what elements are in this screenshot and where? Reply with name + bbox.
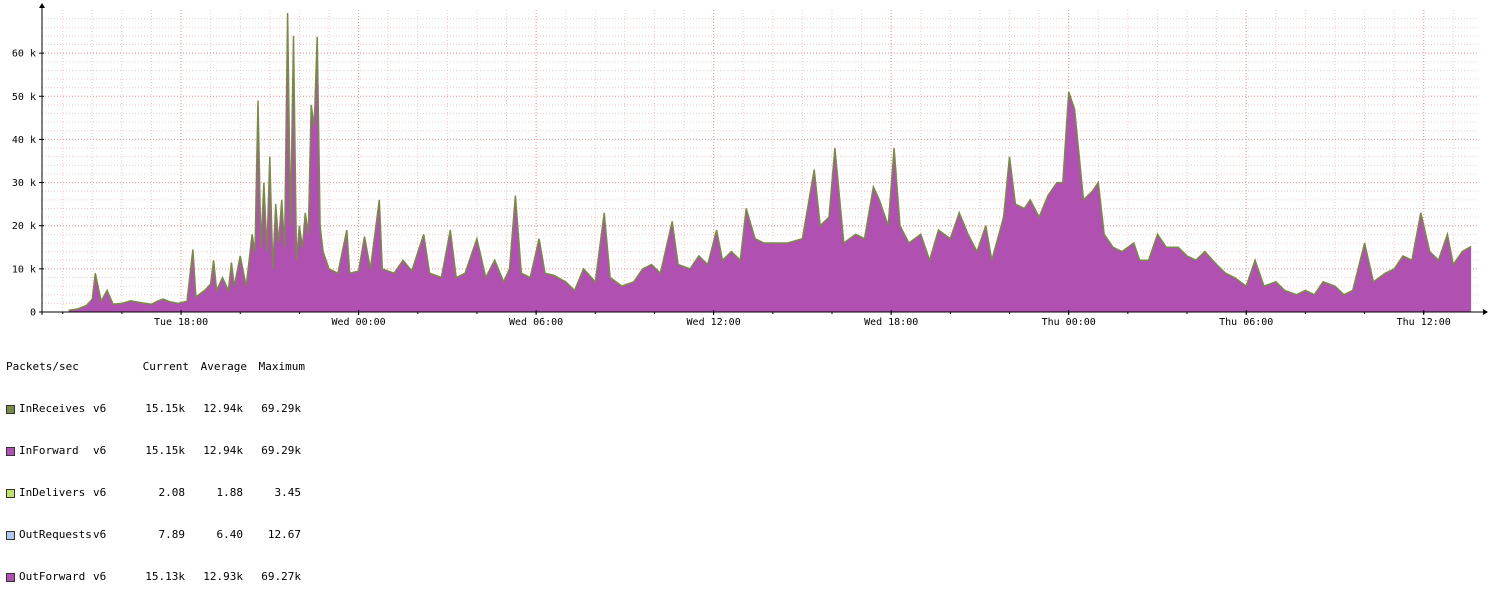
series-area-outforward xyxy=(68,13,1472,312)
legend-row-outrequests: OutRequests v6 7.89 6.40 12.67 xyxy=(6,528,305,542)
legend-header: Packets/sec Current Average Maximum xyxy=(6,360,305,374)
legend-series-name: OutForward xyxy=(19,570,86,583)
x-tick-label: Wed 12:00 xyxy=(687,317,741,328)
x-axis-arrow xyxy=(1483,309,1488,315)
legend-protocol: v6 xyxy=(93,528,107,541)
x-tick-label: Thu 00:00 xyxy=(1042,317,1096,328)
legend-row-outforward: OutForward v6 15.13k 12.93k 69.27k xyxy=(6,570,305,584)
y-tick-label: 60 k xyxy=(12,49,36,60)
legend-current: 2.08 xyxy=(158,486,186,499)
legend-average: 12.94k xyxy=(203,444,243,457)
packets-chart: Tue 18:00 Wed 00:00 Wed 06:00 Wed 12:00 Wed … xyxy=(12,3,1488,328)
legend-maximum: 3.45 xyxy=(274,486,302,499)
x-tick-label: Thu 06:00 xyxy=(1219,317,1273,328)
legend-maximum: 12.67 xyxy=(267,528,301,541)
legend-header-average: Average xyxy=(200,360,247,373)
legend-header-current: Current xyxy=(142,360,189,373)
legend-series-name: InDelivers xyxy=(19,486,86,499)
y-tick-label: 20 k xyxy=(12,221,36,232)
legend-current: 15.15k xyxy=(145,402,185,415)
x-tick-label: Wed 18:00 xyxy=(864,317,918,328)
x-tick-label: Wed 06:00 xyxy=(509,317,563,328)
legend-title: Packets/sec xyxy=(6,360,79,373)
x-tick-label: Tue 18:00 xyxy=(154,317,208,328)
legend-protocol: v6 xyxy=(93,444,107,457)
legend-header-maximum: Maximum xyxy=(258,360,305,373)
y-tick-label: 40 k xyxy=(12,135,36,146)
y-axis-arrow xyxy=(39,3,45,8)
legend-series-name: OutRequests xyxy=(19,528,92,541)
legend-swatch xyxy=(6,530,15,540)
legend-maximum: 69.29k xyxy=(261,444,301,457)
y-tick-label: 50 k xyxy=(12,92,36,103)
x-tick-label: Thu 12:00 xyxy=(1397,317,1451,328)
legend-current: 15.15k xyxy=(145,444,185,457)
legend-swatch xyxy=(6,572,15,582)
legend-protocol: v6 xyxy=(93,402,107,415)
legend-series-name: InReceives xyxy=(19,402,86,415)
legend: Packets/sec Current Average Maximum InRe… xyxy=(6,332,305,598)
legend-average: 6.40 xyxy=(216,528,244,541)
series-line-inreceives xyxy=(68,12,1472,312)
legend-average: 1.88 xyxy=(216,486,244,499)
legend-swatch xyxy=(6,488,15,498)
legend-maximum: 69.27k xyxy=(261,570,301,583)
legend-current: 15.13k xyxy=(145,570,185,583)
x-tick-label: Wed 00:00 xyxy=(331,317,385,328)
legend-average: 12.94k xyxy=(203,402,243,415)
y-tick-label: 10 k xyxy=(12,264,36,275)
legend-swatch xyxy=(6,404,15,414)
legend-current: 7.89 xyxy=(158,528,186,541)
y-tick-label: 30 k xyxy=(12,178,36,189)
legend-row-inreceives: InReceives v6 15.15k 12.94k 69.29k xyxy=(6,402,305,416)
legend-row-inforward: InForward v6 15.15k 12.94k 69.29k xyxy=(6,444,305,458)
legend-protocol: v6 xyxy=(93,570,107,583)
legend-swatch xyxy=(6,446,15,456)
y-tick-label: 0 xyxy=(30,308,36,319)
legend-series-name: InForward xyxy=(19,444,79,457)
legend-row-indelivers: InDelivers v6 2.08 1.88 3.45 xyxy=(6,486,305,500)
legend-maximum: 69.29k xyxy=(261,402,301,415)
legend-protocol: v6 xyxy=(93,486,107,499)
legend-average: 12.93k xyxy=(203,570,243,583)
